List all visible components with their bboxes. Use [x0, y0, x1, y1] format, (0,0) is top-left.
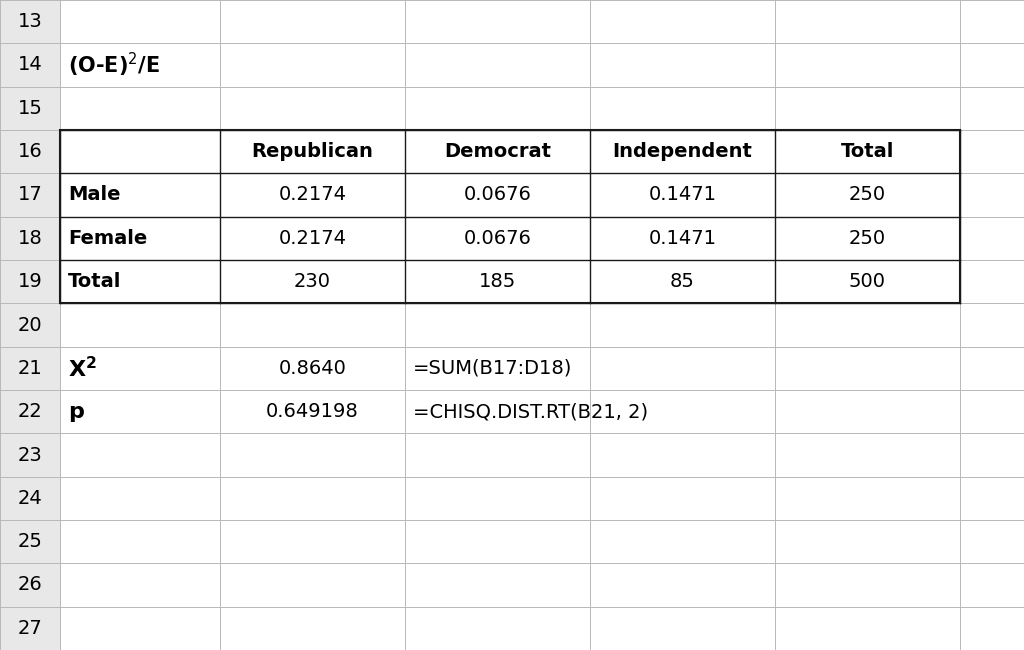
Bar	[0, 476, 60, 520]
Text: 185: 185	[479, 272, 516, 291]
Bar	[0, 606, 60, 650]
Bar	[0, 174, 60, 216]
Text: 25: 25	[17, 532, 42, 551]
Text: 15: 15	[17, 99, 42, 118]
Text: 230: 230	[294, 272, 331, 291]
Bar	[0, 520, 60, 564]
Bar	[0, 130, 60, 174]
Text: 0.2174: 0.2174	[279, 185, 346, 205]
Text: Total: Total	[68, 272, 122, 291]
Text: 21: 21	[17, 359, 42, 378]
Bar	[0, 304, 60, 346]
Bar	[0, 434, 60, 476]
Text: 17: 17	[17, 185, 42, 205]
Text: 26: 26	[17, 575, 42, 595]
Bar	[60, 130, 961, 304]
Text: 0.1471: 0.1471	[648, 185, 717, 205]
Text: 27: 27	[17, 619, 42, 638]
Text: =SUM(B17:D18): =SUM(B17:D18)	[413, 359, 572, 378]
Text: Male: Male	[68, 185, 121, 205]
Text: 85: 85	[670, 272, 695, 291]
Text: p: p	[68, 402, 84, 422]
Text: (O-E)$^2$/E: (O-E)$^2$/E	[68, 51, 160, 79]
Text: 22: 22	[17, 402, 42, 421]
Bar	[0, 44, 60, 86]
Text: Democrat: Democrat	[444, 142, 551, 161]
Bar	[0, 0, 60, 44]
Text: 0.0676: 0.0676	[464, 229, 531, 248]
Bar	[0, 260, 60, 304]
Text: 250: 250	[849, 185, 886, 205]
Text: 0.1471: 0.1471	[648, 229, 717, 248]
Text: 24: 24	[17, 489, 42, 508]
Text: 23: 23	[17, 445, 42, 465]
Text: 20: 20	[17, 315, 42, 335]
Bar	[0, 86, 60, 130]
Text: Republican: Republican	[252, 142, 374, 161]
Bar	[0, 390, 60, 434]
Text: 0.0676: 0.0676	[464, 185, 531, 205]
Bar	[0, 216, 60, 260]
Text: 14: 14	[17, 55, 42, 75]
Text: 250: 250	[849, 229, 886, 248]
Text: 19: 19	[17, 272, 42, 291]
Text: 18: 18	[17, 229, 42, 248]
Text: $\mathbf{X}$$^{\mathbf{2}}$: $\mathbf{X}$$^{\mathbf{2}}$	[68, 356, 97, 381]
Text: Female: Female	[68, 229, 147, 248]
Text: 0.649198: 0.649198	[266, 402, 358, 421]
Bar	[0, 564, 60, 606]
Text: 0.2174: 0.2174	[279, 229, 346, 248]
Text: Total: Total	[841, 142, 894, 161]
Text: =CHISQ.DIST.RT(B21, 2): =CHISQ.DIST.RT(B21, 2)	[413, 402, 648, 421]
Text: 16: 16	[17, 142, 42, 161]
Text: Independent: Independent	[612, 142, 753, 161]
Bar	[0, 346, 60, 390]
Text: 500: 500	[849, 272, 886, 291]
Bar	[60, 130, 961, 304]
Text: 0.8640: 0.8640	[279, 359, 346, 378]
Text: 13: 13	[17, 12, 42, 31]
